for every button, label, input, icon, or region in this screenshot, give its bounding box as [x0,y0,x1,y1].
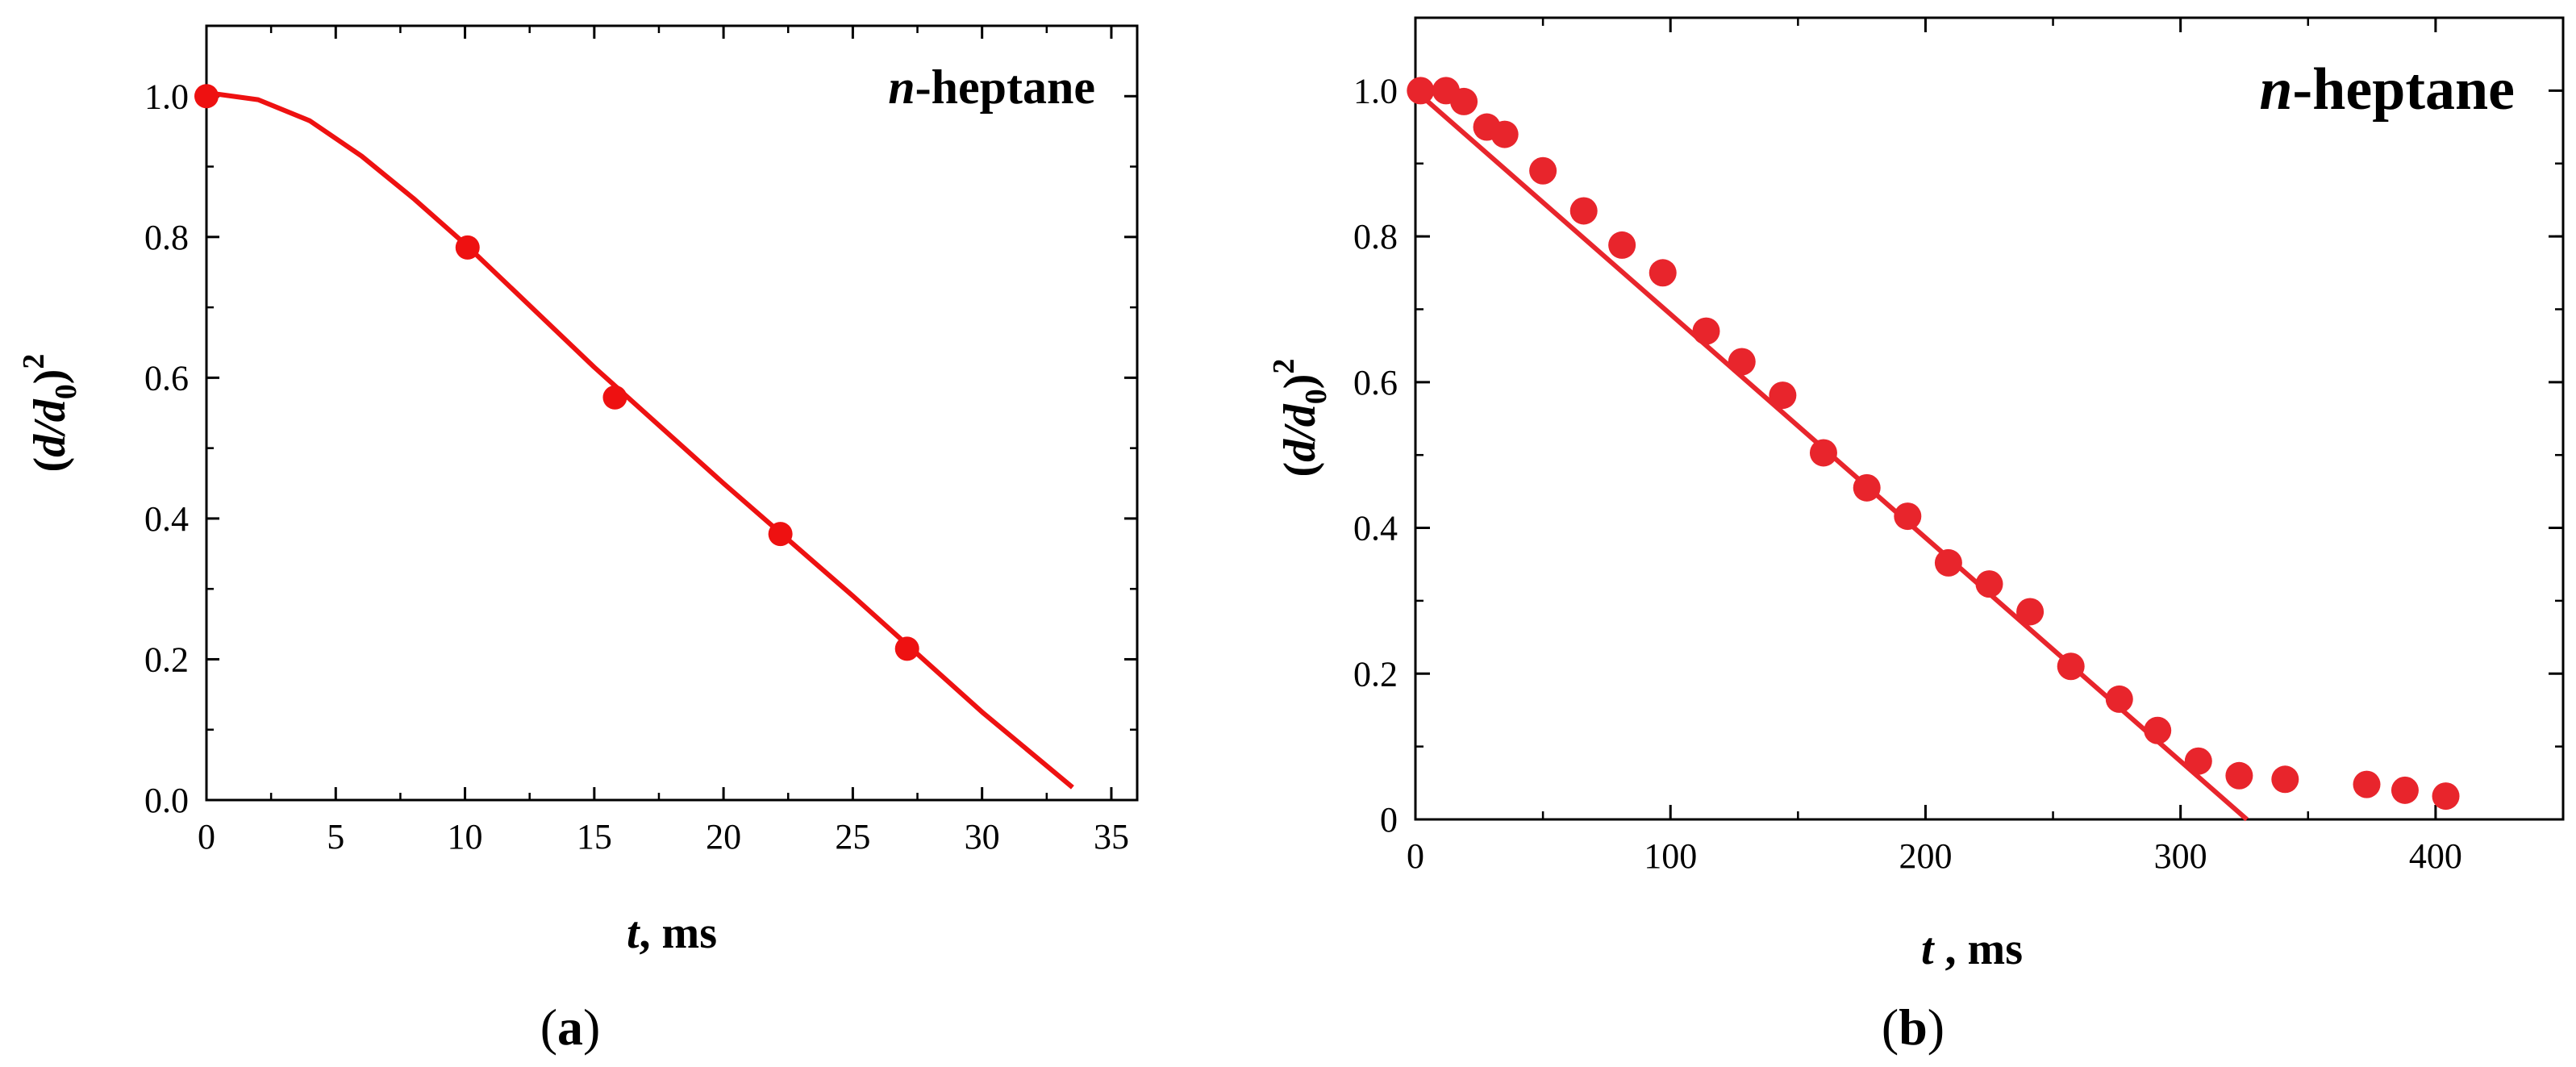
chart-b-data-point [1608,231,1636,259]
chart-a-x-tick-label: 10 [448,817,483,857]
chart-b-x-axis-unit: , ms [1934,924,2023,974]
chart-a-y-tick-label: 0.8 [144,218,189,257]
chart-b-data-point [1934,548,1962,577]
chart-b-panel-label-close: ) [1928,998,1945,1056]
chart-a-x-tick-label: 15 [577,817,612,857]
chart-b-y-tick-label: 0.6 [1353,363,1398,402]
chart-b-x-tick-label: 200 [1899,836,1952,876]
chart-b-panel-label-open: ( [1882,998,1899,1056]
chart-a-data-point [455,235,480,260]
chart-b-data-point [2105,685,2133,713]
chart-a-data-point [602,385,627,410]
chart-b-data-point [2225,761,2253,790]
chart-b-panel-label: (b) [1882,998,1945,1056]
chart-a-x-tick-label: 5 [327,817,344,857]
chart-b-data-point [1692,317,1720,345]
chart-b-y-axis-var1: d [1275,439,1325,462]
chart-b-y-tick-label: 0.2 [1353,654,1398,694]
chart-b-annotation-rest: -heptane [2293,56,2515,123]
chart-b-y-axis-label: (d/d0)2 [1267,359,1333,477]
chart-b-data-point [1490,120,1519,148]
chart-a-y-axis-sub: 0 [49,384,83,399]
chart-b-x-axis-var: t [1921,924,1935,974]
chart-b-data-point [1728,348,1756,376]
chart-b-data-point [1569,197,1598,225]
chart-a-y-tick-label: 0.4 [144,499,189,539]
chart-a-x-axis-unit: , ms [640,908,717,958]
chart-b-plot-frame [1414,16,2565,821]
chart-b-data-point [1853,473,1881,502]
chart-a-annotation: n-heptane [888,60,1095,114]
chart-a-x-tick-label: 30 [965,817,1000,857]
chart-a-data-point [768,522,793,547]
chart-b-y-axis-sup: 2 [1267,359,1301,374]
chart-a-annotation-rest: -heptane [915,60,1095,114]
chart-a-fit-line [206,90,1074,790]
chart-a-y-tick-label: 0.2 [144,640,189,679]
chart-a-x-tick-label: 35 [1094,817,1129,857]
chart-a-plot-frame [205,24,1139,802]
chart-a-y-tick-label: 0.6 [144,358,189,398]
chart-a-y-axis-close: ) [25,369,75,385]
chart-b-data-point [2144,716,2172,744]
chart-b-data-point [1450,87,1478,115]
chart-b-annotation-italic: n [2259,56,2292,123]
chart-b-y-tick-label: 0 [1380,800,1398,840]
chart-b-x-tick-label: 0 [1407,836,1424,876]
chart-b-y-axis-open: ( [1275,462,1325,477]
chart-a-x-tick-label: 20 [706,817,741,857]
chart-b-data-point [2391,776,2419,804]
chart-a-data-point [894,636,919,661]
chart-b-data-point [1894,502,1922,531]
chart-b-data-point [2057,652,2085,681]
chart-b-x-tick-label: 400 [2409,836,2462,876]
chart-b-data-point [1975,570,2003,598]
chart-b-data-point [1769,381,1797,410]
chart-b-x-tick-label: 300 [2154,836,2207,876]
panel-b: 0 100 200 300 400 0 0.2 0.4 0.6 0.8 1.0 n-heptane t … [1267,16,2565,1056]
chart-b-y-tick-label: 0.8 [1353,217,1398,256]
chart-a-x-axis-var: t [627,908,640,958]
chart-b-data-point [2353,770,2381,798]
chart-b-data-point [2016,598,2045,626]
chart-a-data-point [194,84,219,109]
chart-b-data-point [1809,439,1837,467]
chart-a-y-axis-var2: d [25,398,75,422]
chart-b-y-tick-label: 0.4 [1353,509,1398,548]
chart-b-x-tick-label: 100 [1644,836,1697,876]
chart-b-data-point [2271,765,2299,794]
chart-b-annotation: n-heptane [2259,56,2515,123]
chart-a-x-tick-label: 0 [198,817,215,857]
chart-b-data-point [1529,156,1557,185]
chart-a-y-tick-label: 1.0 [144,77,189,116]
chart-a-y-tick-label: 0.0 [144,781,189,820]
chart-a-y-axis-label: (d/d0)2 [17,354,83,473]
chart-b-x-axis-label: t , ms [1921,924,2023,974]
chart-a-annotation-italic: n [888,60,915,114]
chart-a-y-axis-sup: 2 [17,354,51,369]
chart-b-data-point [2432,782,2460,811]
chart-b-y-axis-close: ) [1275,374,1325,390]
chart-a-panel-label: (a) [540,998,601,1056]
chart-b-data-point [1407,77,1435,105]
chart-a-x-tick-label: 25 [835,817,870,857]
chart-b-y-axis-sub: 0 [1299,389,1333,404]
chart-b-y-tick-label: 1.0 [1353,71,1398,110]
chart-b-data-point [1649,259,1677,287]
chart-a-panel-label-letter: a [557,998,583,1056]
chart-b-y-axis-var2: d [1275,403,1325,427]
chart-a-panel-label-open: ( [540,998,557,1056]
chart-a-panel-label-close: ) [583,998,600,1056]
chart-b-panel-label-letter: b [1899,998,1928,1056]
chart-b-data-point [2184,747,2212,775]
chart-a-x-axis-label: t, ms [627,908,717,958]
panel-a: 0 5 10 15 20 25 30 350.00.20.40.60.81.0 n-heptan… [17,24,1139,1056]
chart-a-y-axis-var1: d [25,434,75,457]
chart-a-y-axis-open: ( [25,457,75,473]
